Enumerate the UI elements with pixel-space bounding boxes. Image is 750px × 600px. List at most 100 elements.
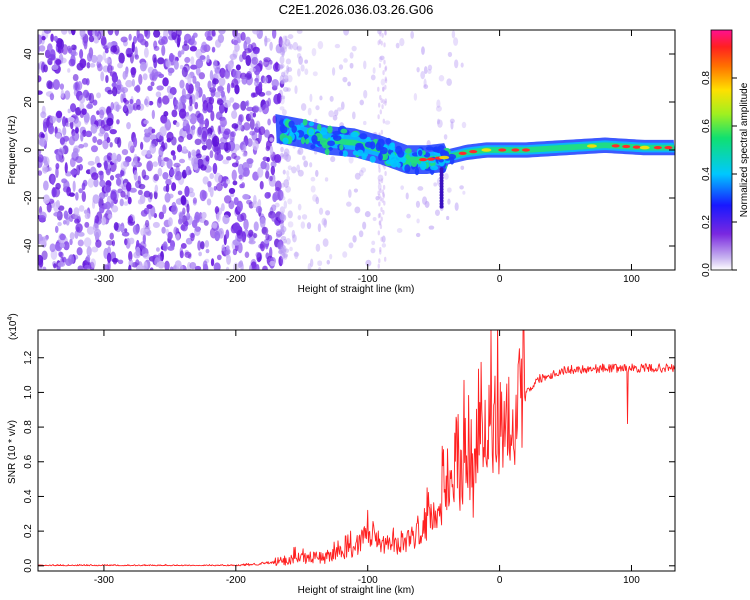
noise-blob	[379, 188, 382, 194]
noise-blob	[85, 130, 93, 138]
noise-blob	[384, 98, 387, 104]
noise-blob	[347, 81, 351, 87]
noise-blob	[84, 221, 90, 228]
ridge-blob	[404, 148, 412, 154]
noise-blob	[379, 94, 382, 100]
noise-blob	[83, 89, 87, 95]
noise-blob	[293, 252, 300, 257]
noise-blob	[258, 81, 263, 90]
noise-blob	[117, 62, 123, 69]
noise-blob	[250, 42, 257, 52]
ridge-peak	[439, 155, 450, 160]
noise-blob	[436, 118, 440, 125]
noise-blob	[279, 80, 285, 88]
noise-blob	[216, 211, 221, 223]
noise-blob	[91, 246, 99, 253]
noise-blob	[328, 110, 335, 118]
noise-blob	[182, 169, 187, 179]
noise-blob	[180, 195, 187, 206]
noise-blob	[433, 182, 438, 187]
noise-blob	[378, 193, 381, 199]
noise-blob	[269, 175, 273, 182]
noise-blob	[40, 133, 45, 139]
noise-blob	[55, 132, 62, 140]
noise-blob	[312, 71, 318, 77]
noise-blob	[92, 136, 97, 144]
noise-blob	[85, 255, 91, 263]
noise-blob	[204, 118, 210, 129]
noise-blob	[164, 260, 170, 270]
noise-blob	[129, 98, 134, 105]
noise-blob	[152, 221, 160, 229]
noise-blob	[243, 122, 251, 131]
noise-blob	[107, 64, 113, 74]
noise-blob	[110, 45, 118, 53]
noise-blob	[296, 164, 301, 173]
noise-blob	[329, 253, 333, 260]
noise-blob	[57, 221, 62, 227]
noise-blob	[245, 54, 252, 67]
noise-blob	[81, 108, 87, 115]
ridge-blob	[439, 204, 444, 209]
noise-blob	[202, 106, 208, 114]
noise-blob	[201, 41, 208, 51]
noise-blob	[194, 138, 202, 146]
noise-blob	[382, 118, 385, 124]
noise-blob	[232, 39, 238, 46]
noise-blob	[379, 220, 382, 226]
ridge-blob	[439, 196, 444, 200]
noise-blob	[187, 74, 192, 86]
noise-blob	[280, 235, 287, 241]
ridge-blob	[296, 124, 301, 130]
noise-blob	[226, 156, 232, 161]
noise-blob	[128, 237, 135, 245]
noise-blob	[382, 192, 385, 198]
noise-blob	[104, 201, 111, 210]
noise-blob	[252, 105, 260, 114]
noise-blob	[149, 143, 157, 154]
noise-blob	[251, 56, 259, 65]
ridge-blob	[308, 121, 315, 127]
noise-blob	[447, 198, 451, 205]
noise-blob	[380, 40, 383, 46]
snr-y-tick-label: 1.0	[23, 385, 34, 399]
noise-blob	[148, 208, 152, 220]
noise-blob	[186, 115, 192, 120]
noise-blob	[329, 95, 334, 102]
noise-blob	[283, 70, 289, 79]
noise-blob	[90, 54, 98, 64]
noise-blob	[107, 30, 114, 36]
noise-blob	[309, 93, 313, 103]
noise-blob	[306, 222, 312, 230]
noise-blob	[451, 30, 456, 39]
noise-blob	[380, 129, 384, 135]
noise-blob	[360, 167, 367, 173]
noise-blob	[241, 76, 248, 85]
noise-blob	[76, 247, 83, 256]
noise-blob	[379, 196, 382, 202]
noise-blob	[286, 170, 290, 177]
noise-blob	[296, 46, 302, 51]
noise-blob	[162, 241, 168, 252]
noise-blob	[91, 172, 99, 180]
noise-blob	[382, 193, 385, 199]
noise-blob	[134, 54, 139, 60]
noise-blob	[302, 155, 306, 161]
noise-blob	[242, 152, 248, 157]
noise-blob	[137, 199, 144, 205]
ridge-blob	[439, 187, 444, 192]
noise-blob	[296, 45, 303, 52]
noise-blob	[209, 172, 214, 180]
noise-blob	[77, 81, 83, 91]
noise-blob	[216, 182, 223, 192]
noise-blob	[318, 207, 324, 215]
noise-blob	[382, 184, 386, 190]
noise-blob	[269, 246, 273, 259]
noise-blob	[304, 68, 309, 76]
noise-blob	[319, 95, 323, 101]
noise-blob	[229, 97, 235, 103]
noise-blob	[282, 169, 286, 175]
noise-blob	[51, 174, 55, 186]
noise-blob	[138, 183, 146, 190]
